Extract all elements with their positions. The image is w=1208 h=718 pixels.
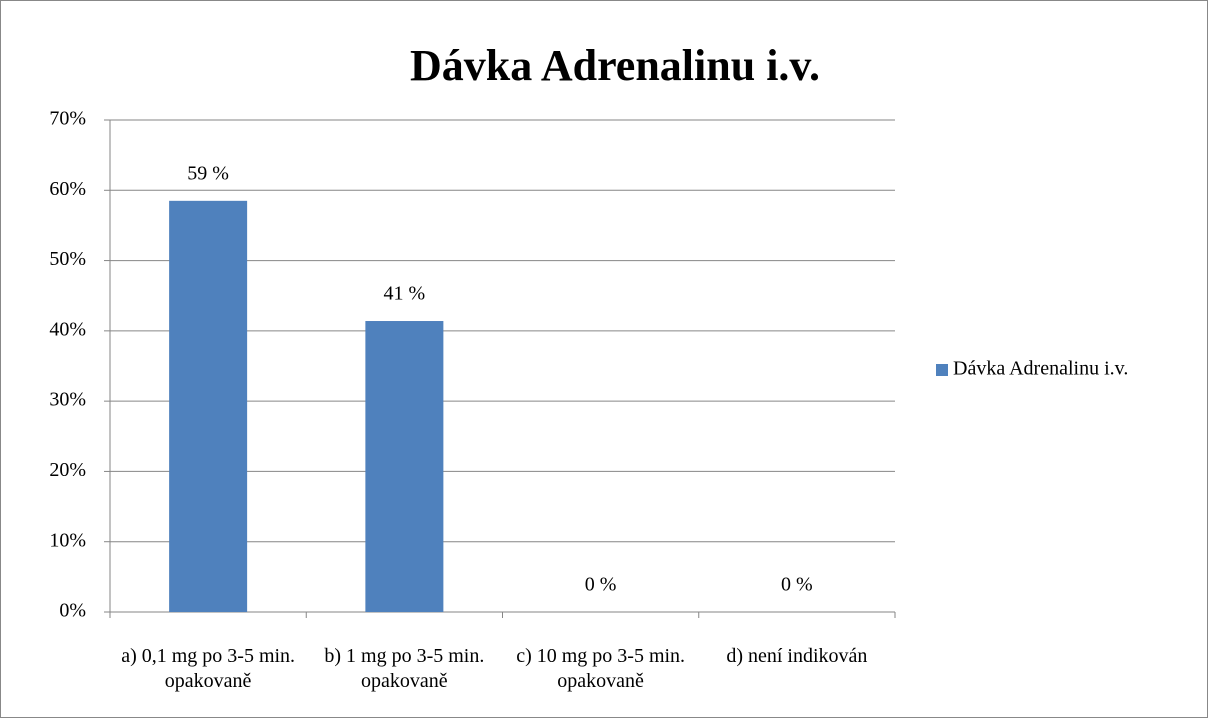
y-tick-label: 70% bbox=[49, 108, 86, 130]
data-label: 0 % bbox=[781, 574, 813, 596]
data-label: 59 % bbox=[187, 162, 229, 184]
data-label: 0 % bbox=[585, 574, 617, 596]
x-tick-label: a) 0,1 mg po 3-5 min. opakovaně bbox=[121, 645, 296, 692]
chart-title: Dávka Adrenalinu i.v. bbox=[410, 41, 820, 90]
x-tick-label: d) není indikován bbox=[726, 645, 868, 667]
data-label: 41 % bbox=[384, 283, 426, 305]
y-tick-label: 10% bbox=[49, 529, 86, 551]
bar bbox=[169, 200, 248, 613]
legend-label: Dávka Adrenalinu i.v. bbox=[953, 358, 1128, 380]
y-tick-label: 40% bbox=[49, 318, 86, 340]
bar bbox=[365, 321, 444, 612]
y-tick-label: 50% bbox=[49, 248, 86, 270]
x-tick-label: b) 1 mg po 3-5 min. opakovaně bbox=[324, 645, 485, 692]
y-tick-label: 20% bbox=[49, 459, 86, 481]
y-tick-label: 30% bbox=[49, 389, 86, 411]
y-tick-label: 0% bbox=[59, 600, 86, 622]
y-tick-label: 60% bbox=[49, 178, 86, 200]
x-tick-label: c) 10 mg po 3-5 min. opakovaně bbox=[516, 645, 686, 692]
legend-swatch bbox=[936, 364, 948, 376]
